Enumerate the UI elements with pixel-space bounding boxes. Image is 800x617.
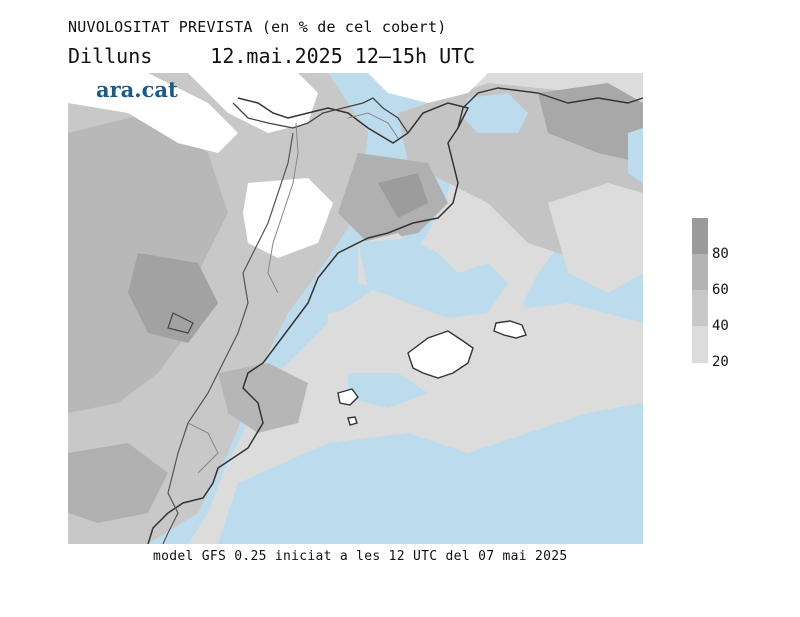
map-canvas <box>68 73 643 544</box>
colorbar-label-60: 60 <box>712 282 729 298</box>
colorbar-legend <box>692 218 708 363</box>
map-title: NUVOLOSITAT PREVISTA (en % de cel cobert… <box>68 18 447 36</box>
colorbar-segment-40 <box>692 326 708 363</box>
cloud-cover-map: ara.cat <box>68 73 643 544</box>
ara-cat-logo[interactable]: ara.cat <box>96 77 178 102</box>
colorbar-label-20: 20 <box>712 354 729 370</box>
colorbar-label-80: 80 <box>712 246 729 262</box>
colorbar-segment-60 <box>692 290 708 326</box>
forecast-datetime: 12.mai.2025 12–15h UTC <box>210 44 476 68</box>
colorbar-label-40: 40 <box>712 318 729 334</box>
colorbar-top-segment <box>692 218 708 254</box>
colorbar-segment-80 <box>692 254 708 290</box>
forecast-day: Dilluns <box>68 44 153 68</box>
forecast-date: Dilluns 12.mai.2025 12–15h UTC <box>68 44 475 68</box>
model-info-footer: model GFS 0.25 iniciat a les 12 UTC del … <box>153 549 568 564</box>
